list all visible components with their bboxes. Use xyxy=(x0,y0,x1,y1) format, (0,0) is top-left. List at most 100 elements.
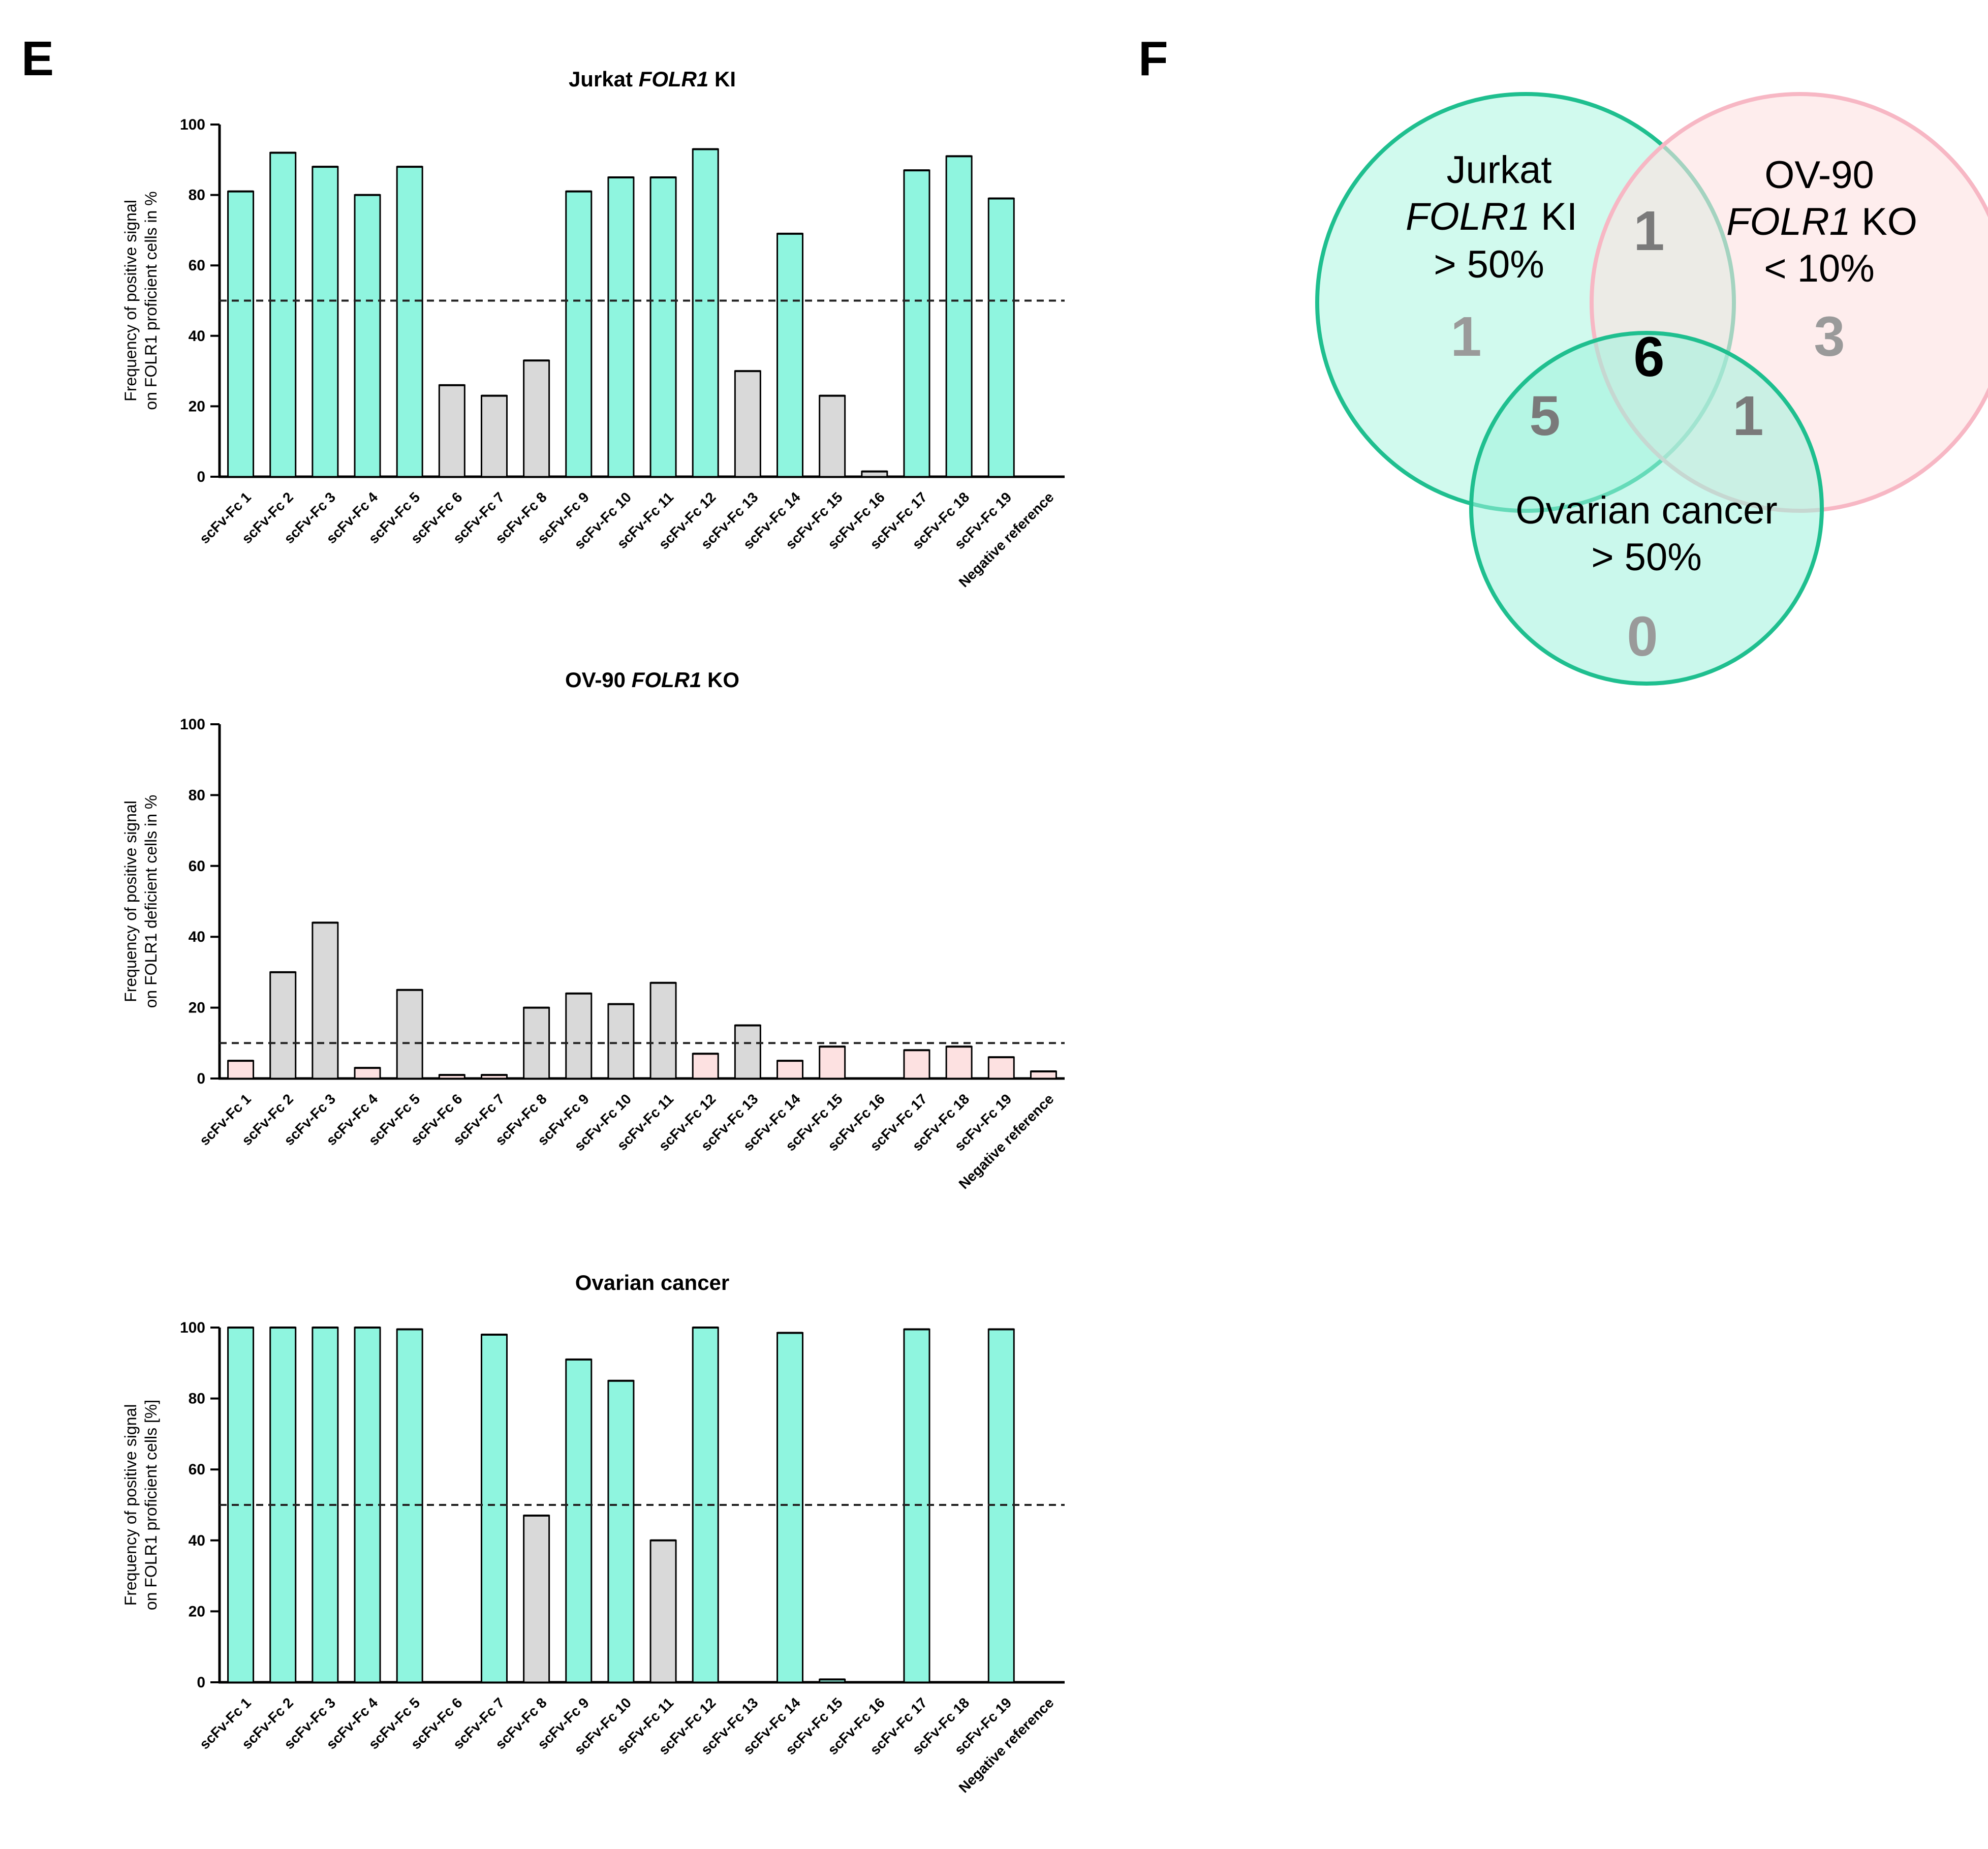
bar-15 xyxy=(819,1045,846,1080)
venn-label-jurkat-line1: Jurkat xyxy=(1447,148,1552,192)
bar-7 xyxy=(480,1334,508,1683)
venn-count-ovarian-only: 0 xyxy=(1627,605,1658,668)
bar-3 xyxy=(312,166,339,478)
bar-18 xyxy=(945,155,973,478)
y-axis-label-line: Frequency of positive signal xyxy=(121,1404,140,1606)
bar-4 xyxy=(354,194,381,478)
bar-10 xyxy=(607,176,635,478)
bar-19 xyxy=(987,1056,1015,1080)
venn-count-jurkat-only: 1 xyxy=(1450,305,1481,368)
venn-count-ov90-only: 3 xyxy=(1814,305,1845,368)
venn-label-jurkat-line3: > 50% xyxy=(1434,243,1544,286)
y-axis-label-line: on FOLR1 proficient cells [%] xyxy=(142,1400,160,1610)
bar-14 xyxy=(776,1332,804,1683)
chart-jurkat-ki: Jurkat FOLR1 KI Frequency of positive sig… xyxy=(121,67,1065,590)
y-tick-label: 60 xyxy=(189,858,205,875)
venn-label-ovarian-line2: > 50% xyxy=(1591,536,1702,579)
venn-count-all-three: 6 xyxy=(1633,326,1664,388)
bar-9 xyxy=(565,191,593,478)
bar-13 xyxy=(734,1024,761,1080)
bar-13 xyxy=(734,370,761,478)
y-tick-label: 20 xyxy=(189,398,205,415)
chart-title-part: Jurkat xyxy=(569,67,639,91)
bar-7 xyxy=(480,395,508,478)
venn-diagram: Jurkat FOLR1 KI > 50% OV-90 FOLR1 KO < 1… xyxy=(1315,92,1988,686)
chart-title-part: FOLR1 xyxy=(632,668,702,692)
bar-11 xyxy=(649,1539,677,1683)
y-tick-label: 40 xyxy=(189,1532,205,1549)
bar-8 xyxy=(523,359,550,478)
venn-label-ov90-line2: FOLR1 KO xyxy=(1726,200,1917,243)
bar-11 xyxy=(649,176,677,478)
bar-5 xyxy=(396,989,423,1080)
chart-title: Jurkat FOLR1 KI xyxy=(569,67,736,91)
bar-8 xyxy=(523,1515,550,1683)
y-axis-label-line: Frequency of positive signal xyxy=(121,200,140,402)
bar-6 xyxy=(438,384,465,478)
y-tick-label: 80 xyxy=(189,187,205,204)
bar-14 xyxy=(776,1060,804,1080)
y-axis-label: Frequency of positive signal on FOLR1 def… xyxy=(121,795,160,1008)
bar-5 xyxy=(396,166,423,478)
y-tick-label: 0 xyxy=(197,1674,205,1691)
chart-title-part: KO xyxy=(701,668,739,692)
chart-ov90-ko: OV-90 FOLR1 KO Frequency of positive sign… xyxy=(121,668,1065,1192)
bar-9 xyxy=(565,1359,593,1683)
y-tick-label: 80 xyxy=(189,787,205,804)
y-axis-label-line: on FOLR1 proficient cells in % xyxy=(142,191,160,410)
y-tick-label: 20 xyxy=(189,1000,205,1016)
chart-title-part: KI xyxy=(708,67,736,91)
bar-2 xyxy=(269,151,297,478)
y-axis-label-line: Frequency of positive signal xyxy=(121,800,140,1002)
bar-14 xyxy=(776,233,804,478)
bar-17 xyxy=(903,1049,930,1080)
bar-1 xyxy=(227,1060,255,1080)
y-tick-label: 0 xyxy=(197,1070,205,1087)
y-axis-label: Frequency of positive signal on FOLR1 pro… xyxy=(121,191,160,410)
y-tick-label: 100 xyxy=(180,116,205,133)
y-tick-label: 100 xyxy=(180,1319,205,1336)
bar-2 xyxy=(269,971,297,1080)
bar-18 xyxy=(945,1045,973,1080)
y-axis-label: Frequency of positive signal on FOLR1 pro… xyxy=(121,1400,160,1610)
y-axis-label-line: on FOLR1 deficient cells in % xyxy=(142,795,160,1008)
panel-letter-f: F xyxy=(1138,32,1168,86)
venn-count-jurkat-ovarian: 5 xyxy=(1529,385,1560,447)
y-tick-label: 0 xyxy=(197,469,205,485)
y-tick-label: 20 xyxy=(189,1603,205,1620)
bar-12 xyxy=(692,148,719,478)
chart-title: OV-90 FOLR1 KO xyxy=(565,668,739,692)
panel-letter-e: E xyxy=(21,32,54,86)
bar-15 xyxy=(819,395,846,478)
y-tick-label: 40 xyxy=(189,929,205,945)
venn-label-ov90-line1: OV-90 xyxy=(1764,153,1874,197)
y-tick-label: 60 xyxy=(189,1461,205,1478)
chart-title-part: FOLR1 xyxy=(639,67,709,91)
bar-10 xyxy=(607,1003,635,1080)
bar-19 xyxy=(987,198,1015,478)
y-tick-label: 100 xyxy=(180,716,205,733)
bar-20 xyxy=(1030,1070,1057,1080)
y-tick-label: 60 xyxy=(189,257,205,274)
venn-count-jurkat-ov90: 1 xyxy=(1633,200,1664,262)
chart-title-part: Ovarian cancer xyxy=(575,1271,730,1295)
bar-1 xyxy=(227,191,255,478)
chart-title: Ovarian cancer xyxy=(575,1271,730,1295)
bar-4 xyxy=(354,1067,381,1080)
bar-11 xyxy=(649,982,677,1080)
bar-10 xyxy=(607,1380,635,1683)
venn-label-ovarian-line1: Ovarian cancer xyxy=(1515,489,1777,532)
y-tick-label: 40 xyxy=(189,328,205,345)
bar-17 xyxy=(903,169,930,478)
venn-count-ov90-ovarian: 1 xyxy=(1732,385,1763,447)
venn-label-jurkat-line2: FOLR1 KI xyxy=(1406,195,1577,238)
bar-12 xyxy=(692,1053,719,1080)
venn-label-ov90-line3: < 10% xyxy=(1764,247,1875,290)
bar-9 xyxy=(565,993,593,1080)
venn-circle-ovarian xyxy=(1469,331,1824,686)
y-tick-label: 80 xyxy=(189,1391,205,1407)
chart-title-part: OV-90 xyxy=(565,668,632,692)
bar-3 xyxy=(312,921,339,1080)
chart-ovarian-cancer: Ovarian cancer Frequency of positive sign… xyxy=(121,1271,1065,1796)
